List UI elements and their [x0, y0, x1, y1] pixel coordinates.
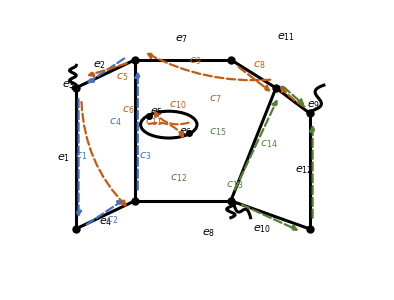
Text: $c_{13}$: $c_{13}$ — [227, 179, 244, 191]
Text: $e_7$: $e_7$ — [175, 33, 188, 44]
Text: $e_5$: $e_5$ — [150, 106, 163, 118]
Text: $e_{10}$: $e_{10}$ — [253, 223, 271, 235]
Text: $e_8$: $e_8$ — [202, 227, 215, 239]
Text: $e_6$: $e_6$ — [179, 126, 192, 138]
Text: $c_{10}$: $c_{10}$ — [169, 99, 186, 111]
Text: $c_{15}$: $c_{15}$ — [210, 126, 227, 138]
Text: $e_4$: $e_4$ — [98, 216, 112, 228]
Text: $e_9$: $e_9$ — [307, 99, 321, 111]
Text: $e_1$: $e_1$ — [56, 153, 70, 164]
Text: $c_1$: $c_1$ — [75, 150, 87, 161]
Text: $e_{11}$: $e_{11}$ — [277, 31, 295, 43]
Text: $c_7$: $c_7$ — [209, 93, 221, 105]
Text: $c_{11}$: $c_{11}$ — [145, 116, 162, 128]
Text: $e_2$: $e_2$ — [93, 59, 106, 71]
Text: $c_9$: $c_9$ — [190, 55, 202, 67]
Text: $c_6$: $c_6$ — [122, 105, 134, 116]
Text: $c_{12}$: $c_{12}$ — [170, 172, 187, 184]
Text: $c_2$: $c_2$ — [106, 214, 119, 226]
Text: $e_{12}$: $e_{12}$ — [295, 164, 313, 176]
Text: $c_8$: $c_8$ — [253, 59, 265, 71]
Text: $c_5$: $c_5$ — [116, 71, 128, 82]
Text: $c_{14}$: $c_{14}$ — [260, 139, 278, 150]
Text: $c_3$: $c_3$ — [139, 150, 151, 161]
Text: $c_4$: $c_4$ — [109, 116, 122, 128]
Text: $e_3$: $e_3$ — [62, 79, 75, 91]
